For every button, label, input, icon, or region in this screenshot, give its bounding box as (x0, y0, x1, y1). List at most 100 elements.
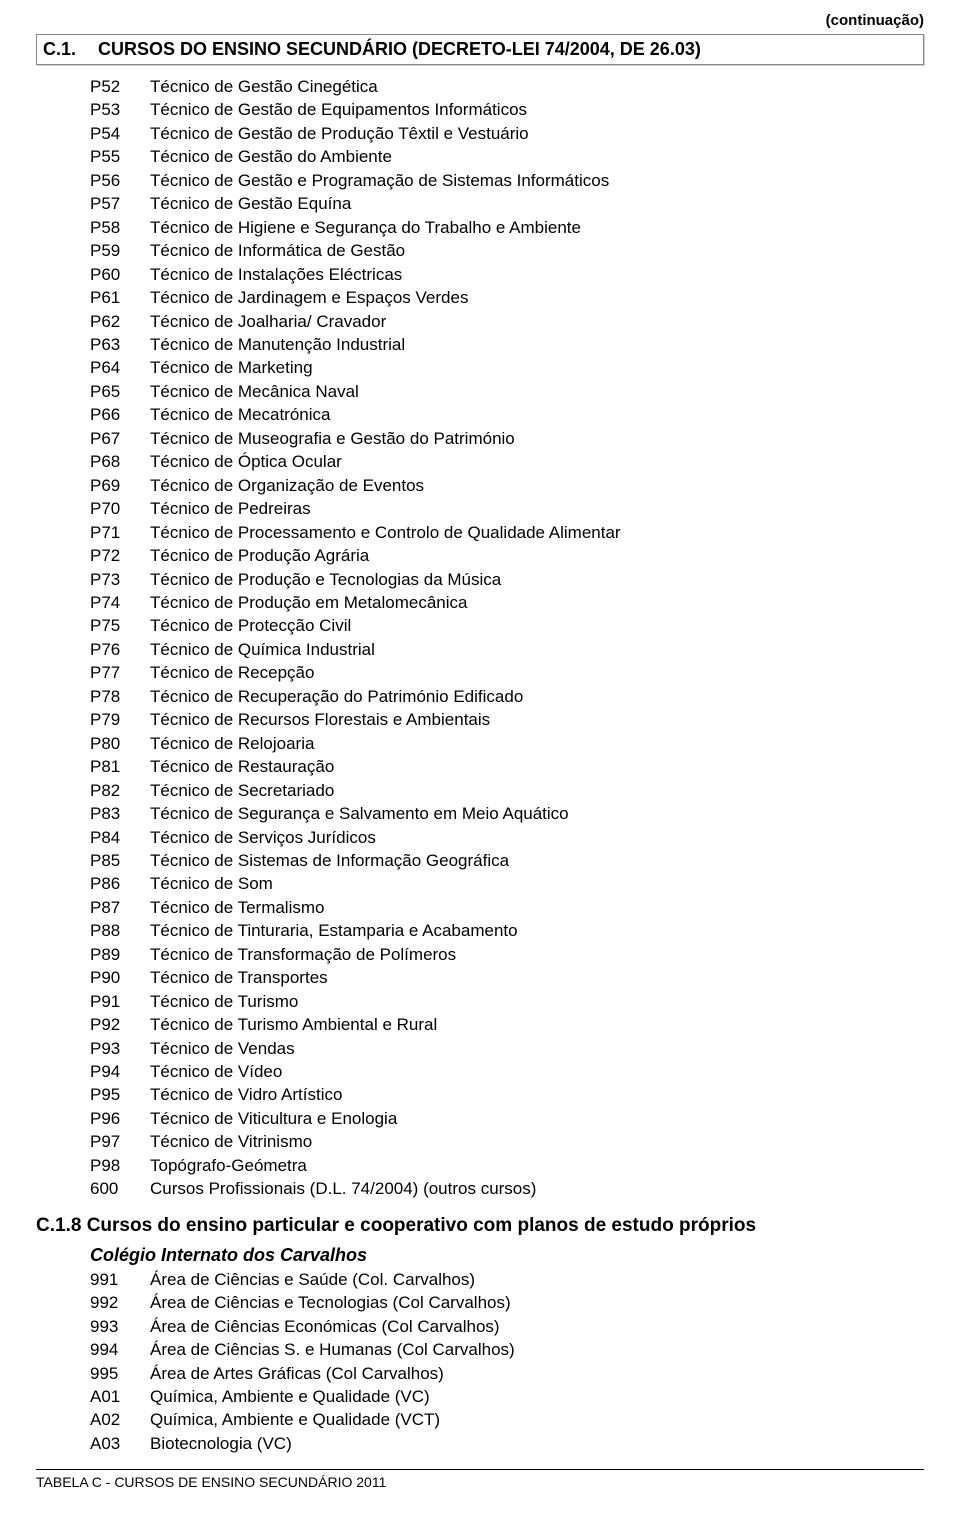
course-row: 991Área de Ciências e Saúde (Col. Carval… (90, 1268, 924, 1291)
course-row: P71Técnico de Processamento e Controlo d… (90, 521, 924, 544)
course-label: Técnico de Recepção (150, 661, 924, 684)
course-label: Área de Ciências S. e Humanas (Col Carva… (150, 1338, 924, 1361)
course-row: P70Técnico de Pedreiras (90, 497, 924, 520)
course-code: P81 (90, 755, 150, 778)
course-row: P54Técnico de Gestão de Produção Têxtil … (90, 122, 924, 145)
course-label: Técnico de Vidro Artístico (150, 1083, 924, 1106)
course-row: P87Técnico de Termalismo (90, 896, 924, 919)
course-code: P73 (90, 568, 150, 591)
course-code: P70 (90, 497, 150, 520)
course-label: Técnico de Turismo (150, 990, 924, 1013)
course-row: P82Técnico de Secretariado (90, 779, 924, 802)
course-code: P98 (90, 1154, 150, 1177)
course-label: Área de Ciências e Saúde (Col. Carvalhos… (150, 1268, 924, 1291)
course-label: Técnico de Viticultura e Enologia (150, 1107, 924, 1130)
course-label: Técnico de Protecção Civil (150, 614, 924, 637)
course-label: Topógrafo-Geómetra (150, 1154, 924, 1177)
course-label: Técnico de Gestão e Programação de Siste… (150, 169, 924, 192)
course-code: P80 (90, 732, 150, 755)
course-label: Técnico de Museografia e Gestão do Patri… (150, 427, 924, 450)
course-row: P73Técnico de Produção e Tecnologias da … (90, 568, 924, 591)
course-code: P75 (90, 614, 150, 637)
course-code: A03 (90, 1432, 150, 1455)
course-label: Técnico de Vendas (150, 1037, 924, 1060)
course-code: 992 (90, 1291, 150, 1314)
course-label: Química, Ambiente e Qualidade (VCT) (150, 1408, 924, 1431)
course-label: Técnico de Instalações Eléctricas (150, 263, 924, 286)
course-code: P94 (90, 1060, 150, 1083)
course-row: P95Técnico de Vidro Artístico (90, 1083, 924, 1106)
course-label: Técnico de Manutenção Industrial (150, 333, 924, 356)
course-label: Área de Ciências e Tecnologias (Col Carv… (150, 1291, 924, 1314)
course-row: P77Técnico de Recepção (90, 661, 924, 684)
course-code: P63 (90, 333, 150, 356)
course-label: Técnico de Vitrinismo (150, 1130, 924, 1153)
course-label: Técnico de Informática de Gestão (150, 239, 924, 262)
course-code: P72 (90, 544, 150, 567)
course-code: P57 (90, 192, 150, 215)
course-row: P93Técnico de Vendas (90, 1037, 924, 1060)
course-label: Técnico de Restauração (150, 755, 924, 778)
course-label: Técnico de Produção em Metalomecânica (150, 591, 924, 614)
course-row: P89Técnico de Transformação de Polímeros (90, 943, 924, 966)
course-code: P71 (90, 521, 150, 544)
course-row: P84Técnico de Serviços Jurídicos (90, 826, 924, 849)
course-label: Técnico de Higiene e Segurança do Trabal… (150, 216, 924, 239)
course-label: Técnico de Óptica Ocular (150, 450, 924, 473)
course-label: Técnico de Recursos Florestais e Ambient… (150, 708, 924, 731)
course-label: Técnico de Som (150, 872, 924, 895)
course-code: P82 (90, 779, 150, 802)
course-code: P58 (90, 216, 150, 239)
course-row: P60Técnico de Instalações Eléctricas (90, 263, 924, 286)
course-code: P97 (90, 1130, 150, 1153)
course-code: P88 (90, 919, 150, 942)
course-label: Técnico de Processamento e Controlo de Q… (150, 521, 924, 544)
course-code: 600 (90, 1177, 150, 1200)
course-code: P62 (90, 310, 150, 333)
course-label: Química, Ambiente e Qualidade (VC) (150, 1385, 924, 1408)
course-code: P92 (90, 1013, 150, 1036)
course-row: P96Técnico de Viticultura e Enologia (90, 1107, 924, 1130)
course-label: Biotecnologia (VC) (150, 1432, 924, 1455)
course-code: P83 (90, 802, 150, 825)
course-code: P55 (90, 145, 150, 168)
course-row: P58Técnico de Higiene e Segurança do Tra… (90, 216, 924, 239)
course-label: Técnico de Jardinagem e Espaços Verdes (150, 286, 924, 309)
course-label: Técnico de Transformação de Polímeros (150, 943, 924, 966)
course-label: Técnico de Vídeo (150, 1060, 924, 1083)
course-code: P77 (90, 661, 150, 684)
course-code: A02 (90, 1408, 150, 1431)
course-code: P93 (90, 1037, 150, 1060)
course-row: P55Técnico de Gestão do Ambiente (90, 145, 924, 168)
continuation-label: (continuação) (826, 12, 924, 29)
course-code: P54 (90, 122, 150, 145)
subsection-title: C.1.8 Cursos do ensino particular e coop… (36, 1215, 924, 1237)
course-code: P78 (90, 685, 150, 708)
course-label: Técnico de Serviços Jurídicos (150, 826, 924, 849)
course-row: P67Técnico de Museografia e Gestão do Pa… (90, 427, 924, 450)
course-row: P76Técnico de Química Industrial (90, 638, 924, 661)
course-code: P64 (90, 356, 150, 379)
course-code: P84 (90, 826, 150, 849)
course-row: P92Técnico de Turismo Ambiental e Rural (90, 1013, 924, 1036)
section-header: C.1. CURSOS DO ENSINO SECUNDÁRIO (DECRET… (36, 34, 924, 65)
course-code: P91 (90, 990, 150, 1013)
course-label: Técnico de Gestão de Equipamentos Inform… (150, 98, 924, 121)
course-label: Área de Ciências Económicas (Col Carvalh… (150, 1315, 924, 1338)
course-row: P52Técnico de Gestão Cinegética (90, 75, 924, 98)
course-label: Técnico de Termalismo (150, 896, 924, 919)
course-code: 993 (90, 1315, 150, 1338)
course-label: Técnico de Relojoaria (150, 732, 924, 755)
course-label: Técnico de Gestão do Ambiente (150, 145, 924, 168)
course-row: P64Técnico de Marketing (90, 356, 924, 379)
course-row: P75Técnico de Protecção Civil (90, 614, 924, 637)
course-row: P74Técnico de Produção em Metalomecânica (90, 591, 924, 614)
section-number: C.1. (43, 39, 76, 60)
course-row: P59Técnico de Informática de Gestão (90, 239, 924, 262)
course-label: Técnico de Produção Agrária (150, 544, 924, 567)
course-row: P94Técnico de Vídeo (90, 1060, 924, 1083)
course-row: P62Técnico de Joalharia/ Cravador (90, 310, 924, 333)
course-row: P66Técnico de Mecatrónica (90, 403, 924, 426)
course-row: P78Técnico de Recuperação do Património … (90, 685, 924, 708)
course-label: Técnico de Segurança e Salvamento em Mei… (150, 802, 924, 825)
